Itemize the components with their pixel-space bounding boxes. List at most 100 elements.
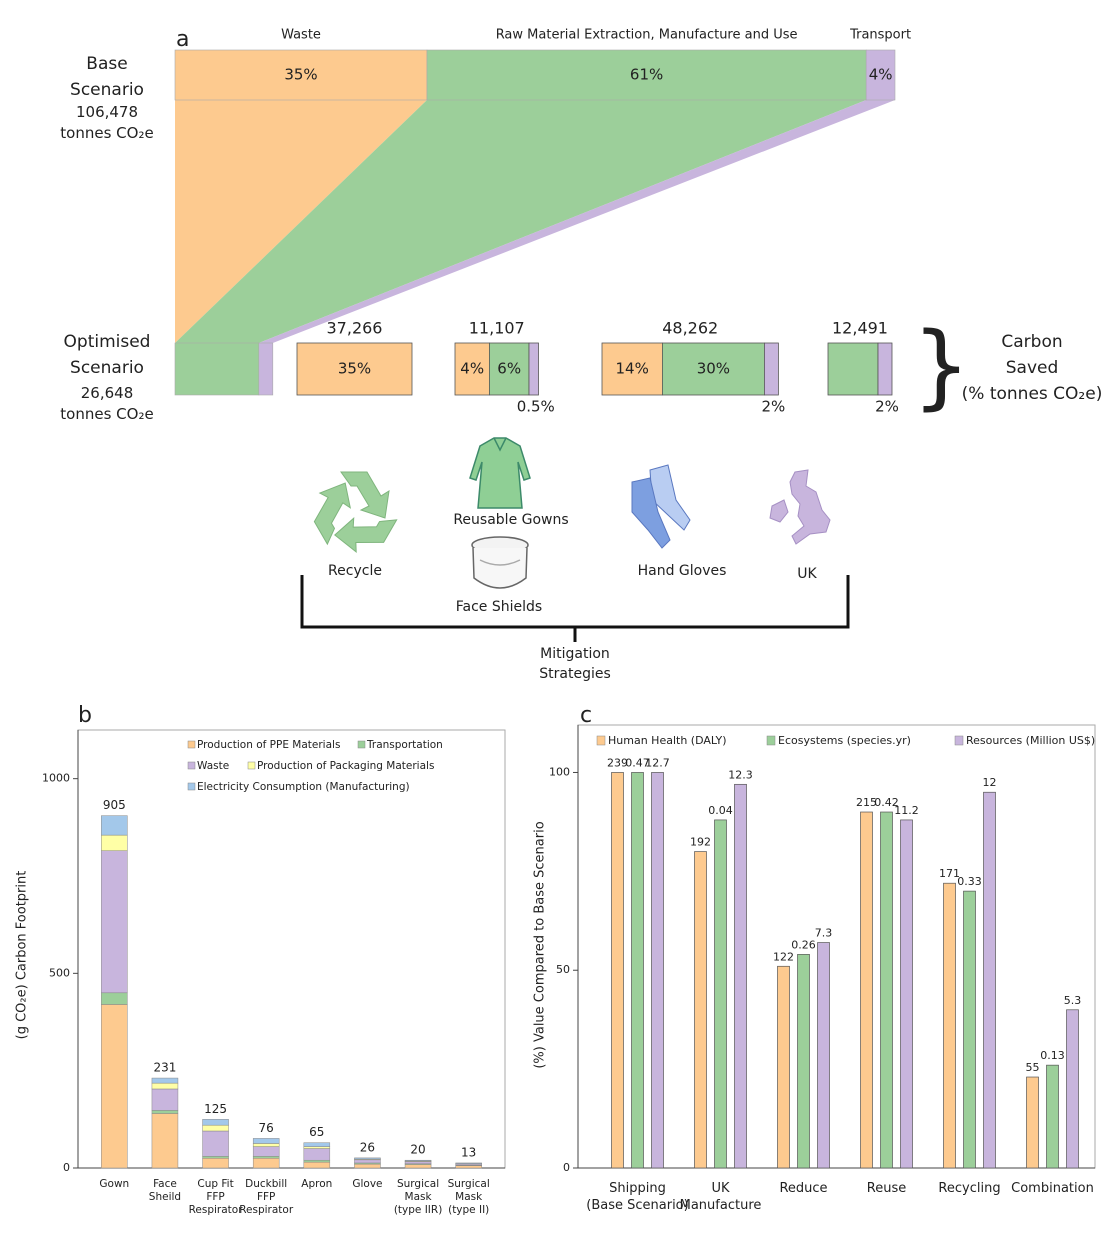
brace: } xyxy=(912,312,971,419)
segment-label: 4% xyxy=(460,360,484,378)
strategy-label: Face Shields xyxy=(455,599,543,615)
total-label: 13 xyxy=(461,1145,476,1159)
segment-label: 35% xyxy=(338,360,371,378)
legend-label: Production of Packaging Materials xyxy=(257,760,434,772)
scenario-unit: tonnes CO₂e xyxy=(60,124,154,142)
bar xyxy=(777,965,790,1169)
bar-segment xyxy=(455,1162,482,1164)
legend-marker xyxy=(596,735,606,746)
bar xyxy=(963,890,976,1169)
panel-label: a xyxy=(176,27,189,52)
value-label: 5.3 xyxy=(1064,994,1082,1007)
y-tick-label: 0 xyxy=(63,1161,70,1174)
bar-segment xyxy=(252,1158,280,1169)
x-tick-label: Cup Fit FFP Respirator xyxy=(188,1178,243,1216)
legend-marker xyxy=(187,740,196,749)
value-label: 0.33 xyxy=(957,875,982,888)
total-label: 231 xyxy=(153,1061,176,1075)
bar-segment xyxy=(303,1161,331,1169)
bracket xyxy=(300,575,850,642)
y-tick-label: 500 xyxy=(49,966,70,979)
bar xyxy=(900,819,913,1169)
saving-segment xyxy=(764,342,779,396)
segment-label: 6% xyxy=(497,360,521,378)
saving-total: 12,491 xyxy=(832,319,888,338)
y-axis-label: (g CO₂e) Carbon Footprint xyxy=(15,871,30,1040)
x-tick-label: Duckbill FFP Respirator xyxy=(239,1178,294,1216)
x-tick-label: Gown xyxy=(99,1178,130,1190)
panel-label: b xyxy=(78,703,92,728)
saving-total: 11,107 xyxy=(469,319,525,338)
bar-segment xyxy=(252,1138,280,1144)
value-label: 55 xyxy=(1026,1061,1040,1074)
segment-label: 0.5% xyxy=(517,398,555,416)
total-label: 65 xyxy=(309,1125,324,1139)
bar-segment xyxy=(202,1156,229,1159)
bar xyxy=(631,772,644,1169)
legend-label: Production of PPE Materials xyxy=(197,739,340,751)
bar xyxy=(1066,1009,1079,1169)
x-tick-label: Shipping (Base Scenario) xyxy=(586,1181,689,1213)
x-tick-label: Reuse xyxy=(866,1181,907,1196)
bar-segment xyxy=(252,1156,280,1159)
optimised-segment xyxy=(174,342,260,396)
x-tick-label: Surgical Mask (type II) xyxy=(447,1178,490,1216)
bar-segment xyxy=(303,1159,331,1163)
value-label: 239 xyxy=(607,756,628,769)
base-segment xyxy=(426,49,867,101)
segment-label: 2% xyxy=(762,398,786,416)
saving-segment xyxy=(296,342,413,396)
value-label: 0.26 xyxy=(791,938,816,951)
value-label: 12 xyxy=(983,776,997,789)
bar-segment xyxy=(101,834,128,851)
bar xyxy=(1046,1064,1059,1169)
legend-label: Resources (Million US$) xyxy=(966,734,1095,747)
scenario-total: 26,648 xyxy=(80,384,134,402)
bar-segment xyxy=(354,1163,381,1169)
strategy-label: Recycle xyxy=(328,563,382,579)
x-tick-label: Face Sheild xyxy=(148,1178,182,1203)
bar xyxy=(611,772,624,1169)
saving-segment xyxy=(528,342,539,396)
bar-segment xyxy=(101,850,128,994)
saving-segment xyxy=(877,342,893,396)
y-tick-label: 100 xyxy=(549,765,570,778)
legend-marker xyxy=(247,761,256,770)
segment-label: 2% xyxy=(875,398,899,416)
saving-total: 37,266 xyxy=(327,319,383,338)
legend-marker xyxy=(357,740,366,749)
strategies-label: Mitigation Strategies xyxy=(539,646,611,682)
bar-segment xyxy=(151,1110,179,1114)
bar-segment xyxy=(404,1159,432,1162)
value-label: 192 xyxy=(690,836,711,849)
bar xyxy=(1026,1076,1039,1169)
bar-segment xyxy=(252,1143,280,1147)
bar-segment xyxy=(354,1157,381,1160)
value-label: 0.04 xyxy=(708,804,733,817)
value-label: 122 xyxy=(773,950,794,963)
bar-segment xyxy=(202,1119,229,1126)
y-tick-label: 0 xyxy=(563,1161,570,1174)
value-label: 11.2 xyxy=(894,804,919,817)
value-label: 215 xyxy=(856,796,877,809)
bar xyxy=(734,783,747,1169)
value-label: 0.13 xyxy=(1040,1049,1065,1062)
segment-label: 30% xyxy=(697,360,730,378)
legend-label: Ecosystems (species.yr) xyxy=(778,734,911,747)
bar-segment xyxy=(151,1077,179,1084)
y-axis-label: (%) Value Compared to Base Scenario xyxy=(533,821,548,1068)
optimised-segment xyxy=(258,342,274,396)
bar-segment xyxy=(404,1164,432,1169)
legend-label: Human Health (DALY) xyxy=(608,734,727,747)
glove-icon xyxy=(631,464,691,549)
scenario-total: 106,478 xyxy=(75,103,139,121)
legend-marker xyxy=(187,761,196,770)
x-tick-label: Reduce xyxy=(779,1181,828,1196)
scenario-unit: tonnes CO₂e xyxy=(60,405,154,423)
bar-segment xyxy=(151,1082,179,1090)
stage-label: Waste xyxy=(281,28,321,43)
face-shield-icon xyxy=(471,536,529,589)
gown-icon xyxy=(469,437,531,509)
